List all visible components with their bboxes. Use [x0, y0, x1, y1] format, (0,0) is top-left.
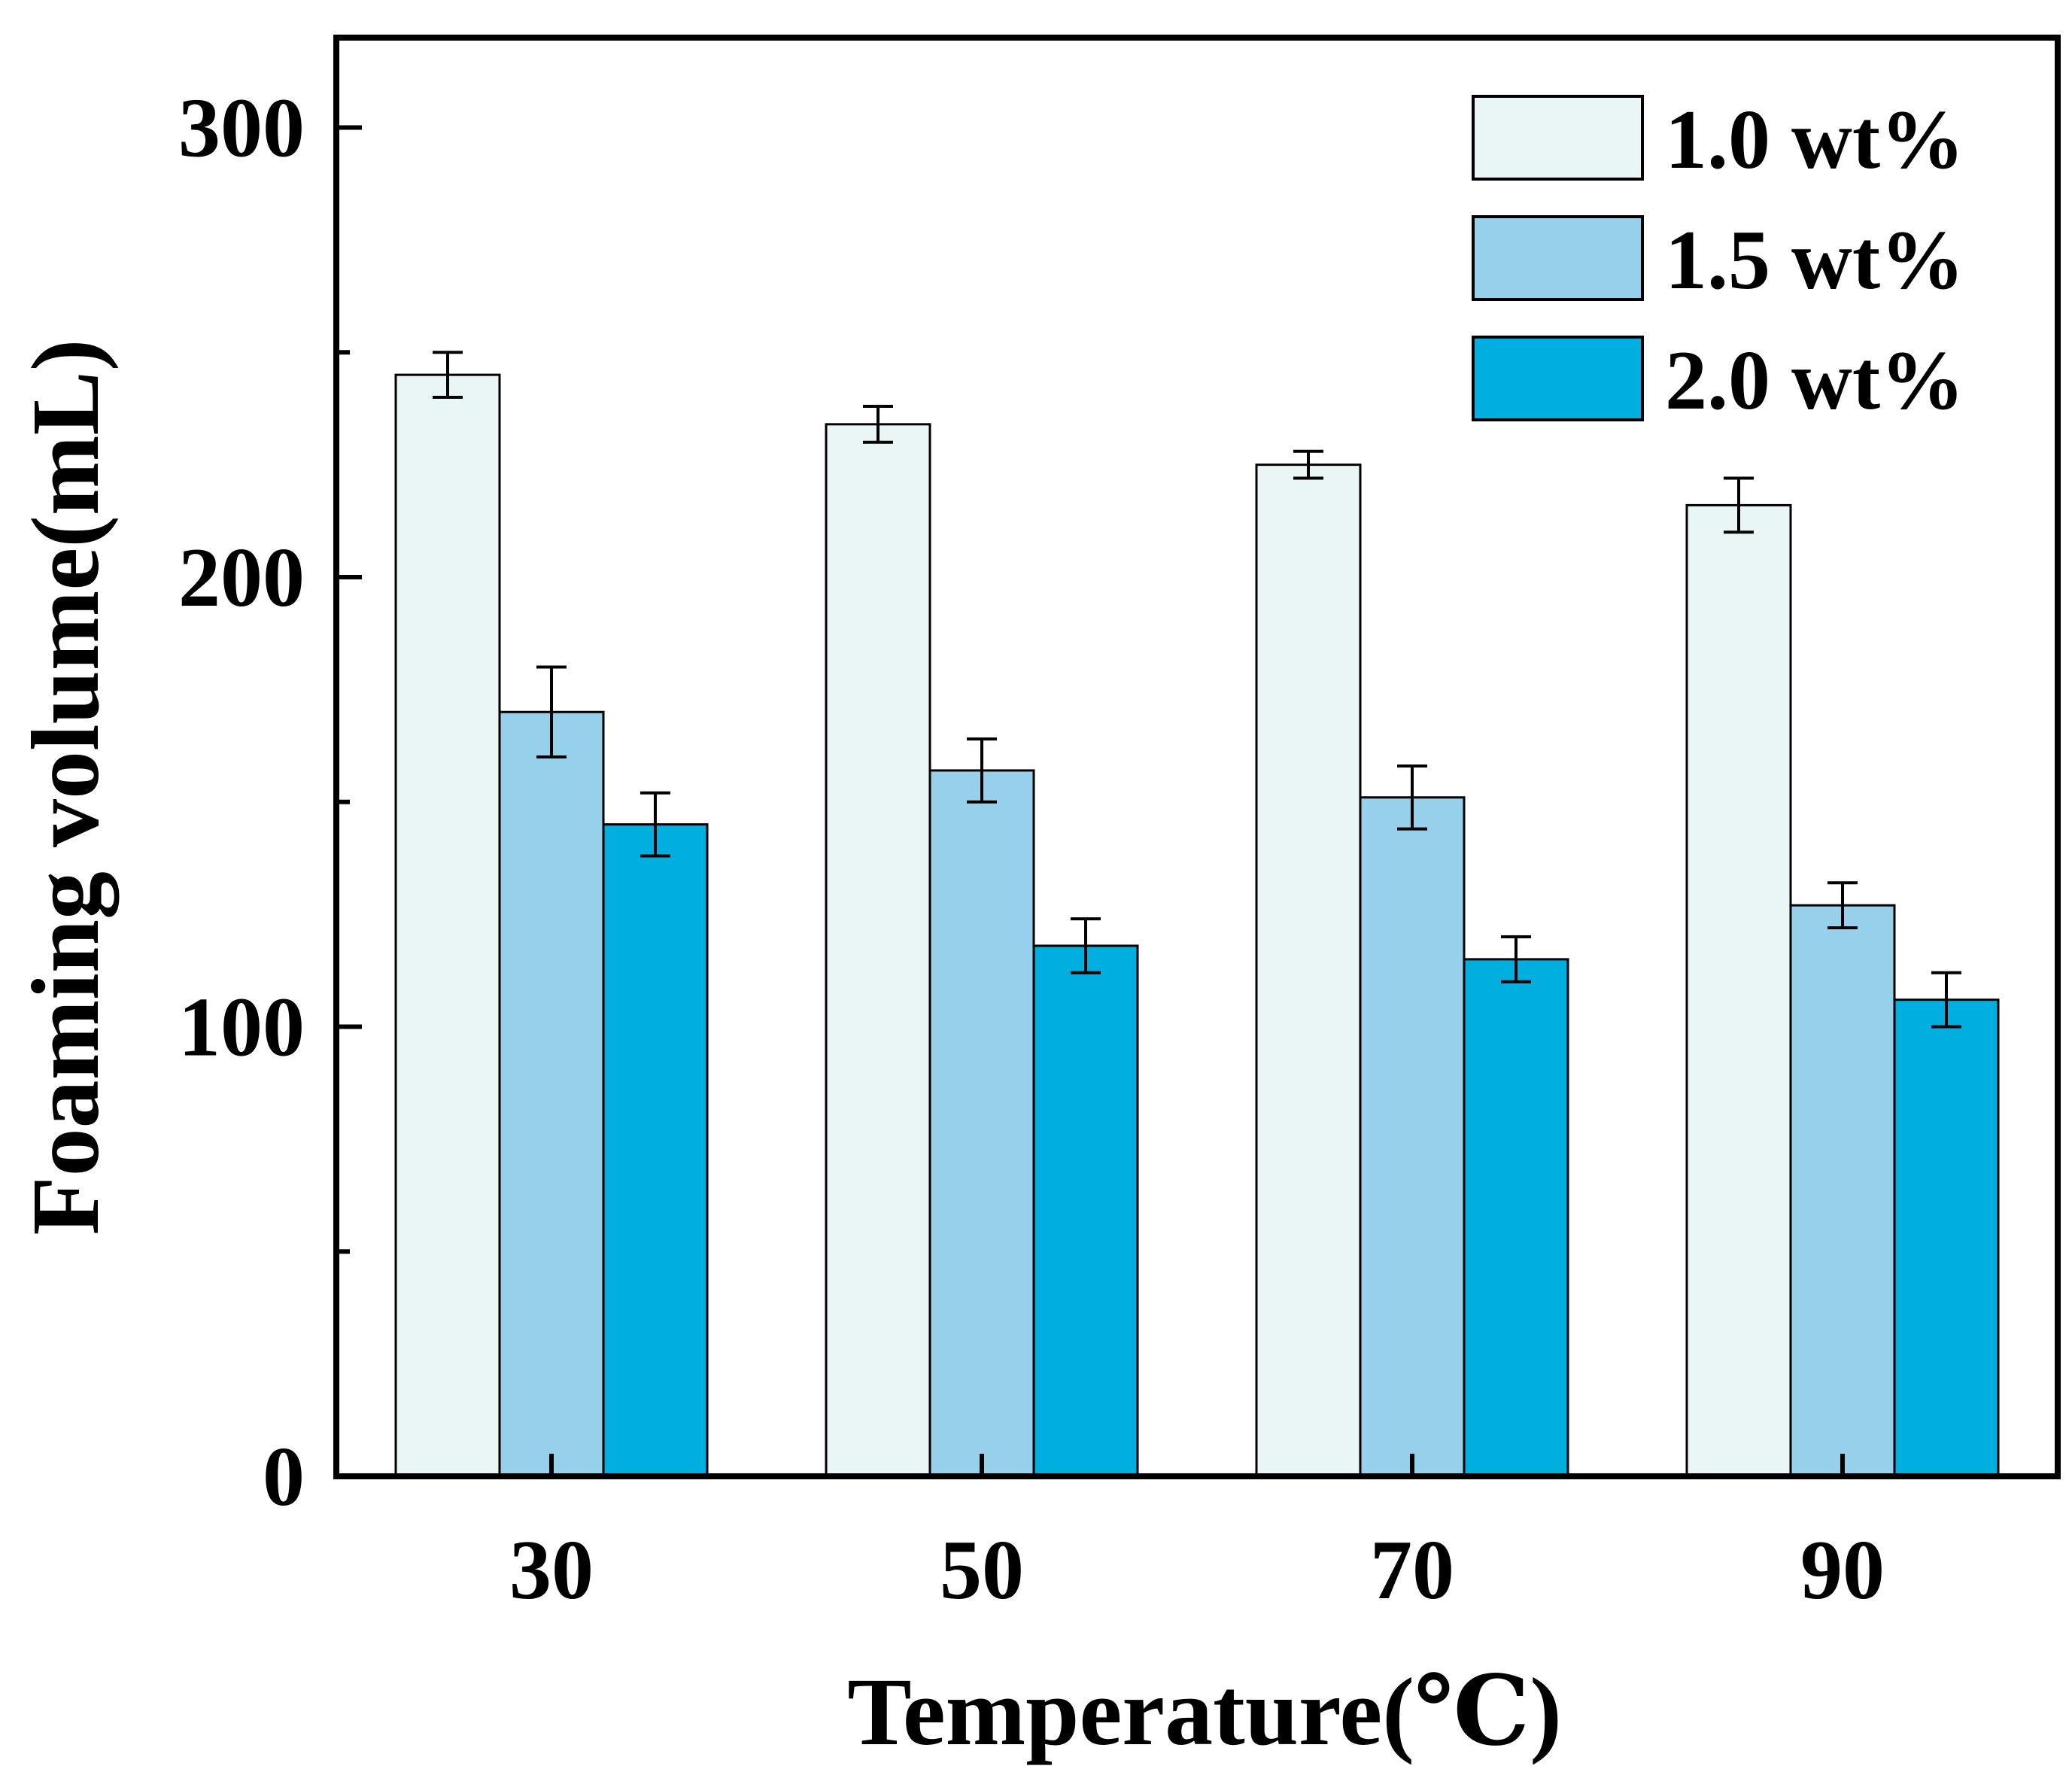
error-bar-1-5-wt--70 [1397, 764, 1427, 831]
x-tick-label-50: 50 [940, 1524, 1024, 1617]
error-bars-layer [433, 351, 1961, 1029]
x-tick-label-70: 70 [1370, 1524, 1454, 1617]
error-bar-1-0-wt--90 [1724, 476, 1754, 534]
legend-swatch [1472, 215, 1644, 301]
bar-1-0-wt--70 [1255, 464, 1362, 1478]
error-bar-2-0-wt--70 [1501, 935, 1531, 983]
axis-ticks-layer: 30 50 70 90 0 100 200 300 [178, 82, 1885, 1618]
error-bar-1-5-wt--50 [967, 737, 997, 804]
legend-label: 1.5 wt% [1665, 214, 1964, 307]
bar-1-5-wt--30 [498, 710, 605, 1478]
error-bar-1-5-wt--90 [1827, 881, 1858, 930]
error-bar-1-0-wt--50 [863, 404, 893, 444]
legend-swatch [1472, 95, 1644, 181]
bar-2-0-wt--50 [1032, 944, 1139, 1478]
legend-item-2-0-wt-: 2.0 wt% [1472, 334, 1964, 427]
bar-1-0-wt--50 [825, 423, 931, 1478]
y-tick-label-100: 100 [178, 981, 305, 1074]
legend-item-1-0-wt-: 1.0 wt% [1472, 93, 1964, 187]
x-axis-label: Temperature(℃) [847, 1658, 1562, 1765]
bar-1-5-wt--90 [1789, 904, 1896, 1478]
error-bar-1-5-wt--30 [536, 665, 567, 758]
error-bar-2-0-wt--50 [1071, 917, 1101, 974]
legend-label: 1.0 wt% [1665, 93, 1964, 187]
legend-label: 2.0 wt% [1665, 334, 1964, 427]
bar-1-5-wt--50 [928, 769, 1035, 1478]
y-tick-label-0: 0 [263, 1430, 305, 1524]
bar-2-0-wt--90 [1893, 999, 2000, 1478]
legend: 1.0 wt% 1.5 wt% 2.0 wt% [1472, 93, 1964, 427]
bar-2-0-wt--30 [602, 823, 709, 1478]
error-bar-1-0-wt--30 [433, 351, 463, 399]
legend-item-1-5-wt-: 1.5 wt% [1472, 214, 1964, 307]
y-tick-label-300: 300 [178, 82, 305, 175]
bar-2-0-wt--70 [1463, 958, 1569, 1478]
legend-swatch [1472, 336, 1644, 421]
bar-1-0-wt--30 [394, 373, 501, 1478]
x-tick-label-90: 90 [1800, 1524, 1885, 1617]
error-bar-1-0-wt--70 [1293, 449, 1323, 480]
bar-1-0-wt--90 [1685, 503, 1792, 1478]
y-tick-label-200: 200 [178, 531, 305, 625]
plot-frame [333, 35, 2061, 1479]
error-bar-2-0-wt--90 [1931, 971, 1961, 1029]
x-tick-label-30: 30 [509, 1524, 594, 1617]
bars-layer [394, 373, 2000, 1478]
bar-1-5-wt--70 [1359, 796, 1466, 1478]
error-bar-2-0-wt--30 [640, 791, 670, 858]
y-axis-label: Foaming volume(mL) [12, 339, 119, 1236]
